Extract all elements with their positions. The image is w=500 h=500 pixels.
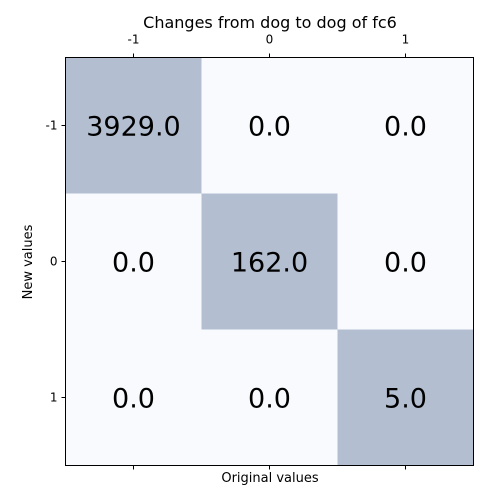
y-axis-label: New values [21,224,36,299]
x-tick-label-1: 0 [266,33,274,47]
heatmap-cell-1-1 [201,193,338,330]
axis-ticks: -1 0 1 -1 0 1 [46,33,410,470]
cell-value-label-0-2: 0.0 [384,112,427,143]
heatmap-cell-0-2 [337,57,474,194]
y-tick-label-1: 0 [50,255,58,269]
cell-value-label-1-0: 0.0 [112,248,155,279]
x-axis-label: Original values [221,471,319,486]
heatmap-cell-0-0 [65,57,202,194]
cell-value-label-0-0: 3929.0 [86,112,180,143]
cell-value-label-2-1: 0.0 [248,384,291,415]
cell-value-label-2-0: 0.0 [112,384,155,415]
heatmap-cell-1-0 [65,193,202,330]
heatmap-cells: 3929.0 0.0 0.0 0.0 162.0 0.0 0.0 0.0 5.0 [65,57,474,466]
x-tick-label-2: 1 [402,33,410,47]
x-tick-label-0: -1 [128,33,140,47]
heatmap-cell-2-1 [201,329,338,466]
cell-value-label-1-2: 0.0 [384,248,427,279]
heatmap-cell-2-0 [65,329,202,466]
heatmap-cell-0-1 [201,57,338,194]
cell-value-label-1-1: 162.0 [231,248,308,279]
cell-value-label-2-2: 5.0 [384,384,427,415]
y-tick-label-2: 1 [50,391,58,405]
y-tick-label-0: -1 [46,119,58,133]
chart-title: Changes from dog to dog of fc6 [143,13,397,32]
heatmap-cell-1-2 [337,193,474,330]
heatmap-cell-2-2 [337,329,474,466]
cell-value-label-0-1: 0.0 [248,112,291,143]
